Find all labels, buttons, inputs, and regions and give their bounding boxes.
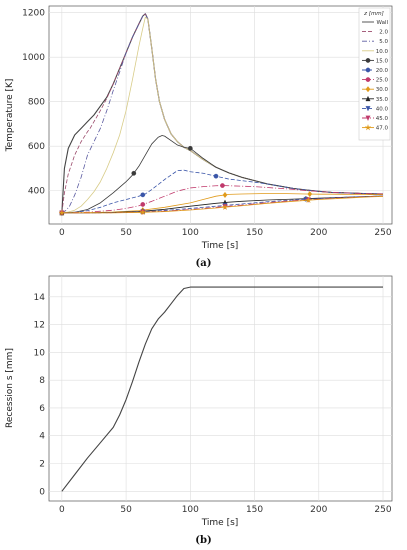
x-tick-label: 0 bbox=[59, 505, 65, 515]
legend-marker bbox=[365, 58, 371, 63]
data-marker bbox=[187, 146, 193, 151]
y-tick-label: 12 bbox=[34, 321, 45, 331]
legend-marker bbox=[365, 86, 371, 93]
y-tick-label: 4 bbox=[39, 432, 45, 442]
legend-a: z [mm] Wall 2.0 5.0 10.0 15.0 20.0 25.0 30.0 35.… bbox=[358, 7, 391, 141]
y-tick-label: 800 bbox=[28, 98, 45, 108]
y-tick-label: 14 bbox=[34, 293, 46, 303]
series-a bbox=[58, 13, 384, 216]
plot-area-a bbox=[48, 5, 393, 225]
legend-entry: 10.0 bbox=[376, 49, 389, 55]
legend-entry: Wall bbox=[376, 20, 388, 26]
grid-b bbox=[49, 276, 392, 501]
chart-a: 0 50 100 150 200 250 400 600 800 1000 1200 Time [s… bbox=[5, 5, 393, 269]
y-tick-label: 10 bbox=[34, 348, 46, 358]
x-tick-label: 250 bbox=[374, 505, 391, 515]
ticks-a: 0 50 100 150 200 250 400 600 800 1000 1200 bbox=[22, 9, 392, 238]
data-marker bbox=[131, 170, 137, 176]
y-tick-label: 6 bbox=[39, 404, 45, 414]
x-tick-label: 50 bbox=[120, 505, 132, 515]
caption-b: (b) bbox=[195, 535, 211, 546]
plot-area-b bbox=[48, 275, 393, 502]
data-marker bbox=[140, 202, 146, 207]
y-axis-label-b: Recession s [mm] bbox=[5, 348, 15, 428]
legend-entry: 5.0 bbox=[379, 39, 388, 45]
caption-a: (a) bbox=[196, 258, 212, 269]
data-marker bbox=[307, 190, 313, 198]
legend-entry: 45.0 bbox=[376, 116, 389, 122]
legend-title: z [mm] bbox=[363, 11, 384, 17]
legend-marker bbox=[365, 77, 371, 82]
x-tick-label: 0 bbox=[59, 228, 65, 238]
legend-marker bbox=[364, 124, 372, 131]
legend-marker bbox=[365, 67, 371, 73]
series-b bbox=[61, 286, 384, 492]
x-tick-label: 100 bbox=[182, 228, 199, 238]
legend-entry: 35.0 bbox=[376, 97, 389, 103]
y-tick-label: 2 bbox=[39, 460, 45, 470]
x-axis-label-b: Time [s] bbox=[201, 518, 239, 528]
data-marker bbox=[305, 196, 312, 204]
x-tick-label: 100 bbox=[182, 505, 199, 515]
legend-marker bbox=[365, 95, 371, 102]
ticks-b: 0 50 100 150 200 250 0 2 4 6 8 10 12 14 bbox=[34, 293, 392, 515]
data-marker bbox=[220, 183, 225, 188]
data-marker bbox=[140, 192, 146, 198]
y-tick-label: 8 bbox=[39, 376, 45, 386]
data-marker bbox=[222, 191, 228, 198]
data-marker bbox=[213, 173, 219, 179]
x-tick-label: 200 bbox=[310, 228, 327, 238]
y-tick-label: 400 bbox=[28, 187, 45, 197]
series-line-25-0 bbox=[61, 185, 384, 214]
data-marker bbox=[58, 209, 66, 216]
series-line-47-0 bbox=[61, 196, 384, 214]
legend-entry: 40.0 bbox=[376, 106, 389, 112]
x-axis-label-a: Time [s] bbox=[201, 241, 239, 251]
chart-b: 0 50 100 150 200 250 0 2 4 6 8 10 12 14 Time [s] Rece… bbox=[5, 275, 393, 546]
y-tick-label: 600 bbox=[28, 142, 45, 152]
x-tick-label: 150 bbox=[246, 505, 263, 515]
series-line-recession bbox=[61, 286, 384, 492]
data-marker bbox=[139, 208, 147, 216]
legend-entry: 15.0 bbox=[376, 58, 389, 64]
legend-marker bbox=[365, 106, 371, 112]
legend-entry: 25.0 bbox=[376, 78, 389, 84]
legend-entry: 2.0 bbox=[379, 30, 388, 36]
series-line-30-0 bbox=[61, 193, 384, 214]
x-tick-label: 50 bbox=[120, 228, 132, 238]
series-line-20-0 bbox=[61, 169, 384, 214]
x-tick-label: 200 bbox=[310, 505, 327, 515]
legend-entry: 20.0 bbox=[376, 68, 389, 74]
x-tick-label: 250 bbox=[374, 228, 391, 238]
y-tick-label: 1200 bbox=[22, 9, 45, 19]
legend-entry: 30.0 bbox=[376, 87, 389, 93]
legend-entry: 47.0 bbox=[376, 126, 389, 132]
y-tick-label: 1000 bbox=[22, 53, 45, 63]
x-tick-label: 150 bbox=[246, 228, 263, 238]
legend-marker bbox=[365, 115, 371, 121]
y-tick-label: 0 bbox=[39, 487, 45, 497]
data-marker bbox=[221, 203, 229, 211]
y-axis-label-a: Temperature [K] bbox=[5, 79, 15, 153]
